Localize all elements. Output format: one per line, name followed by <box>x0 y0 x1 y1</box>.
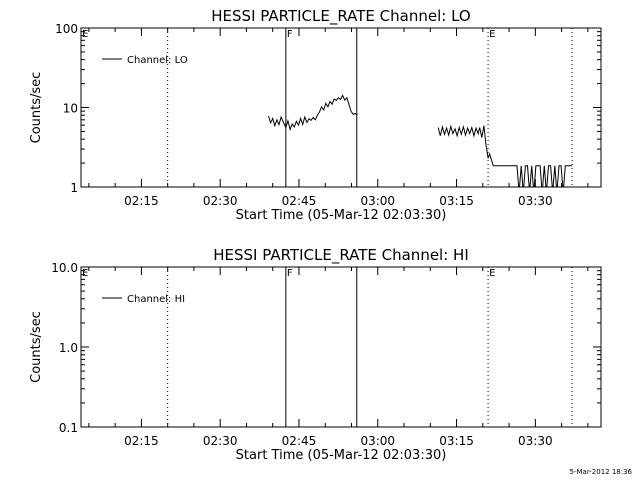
event-marker-label: F <box>287 268 293 279</box>
x-tick-label: 02:45 <box>282 434 317 448</box>
series-line <box>268 94 358 132</box>
legend-label: Channel: HI <box>127 294 185 305</box>
x-tick-label: 02:15 <box>124 434 159 448</box>
x-axis-label: Start Time (05-Mar-12 02:03:30) <box>236 448 447 463</box>
event-marker-label: F <box>287 29 293 40</box>
plot-frame <box>80 27 602 188</box>
series-line <box>437 124 573 187</box>
event-marker-label: E <box>489 268 495 279</box>
event-marker-label: E <box>82 268 88 279</box>
panel-lo: HESSI PARTICLE_RATE Channel: LO 02:15 02:3… <box>29 7 602 223</box>
y-tick-label: 1.0 <box>59 341 78 355</box>
x-tick-label: 03:00 <box>360 434 395 448</box>
y-axis-label: Counts/sec <box>29 311 44 383</box>
chart-title: HESSI PARTICLE_RATE Channel: LO <box>211 7 470 26</box>
x-tick-label: 03:30 <box>518 434 553 448</box>
x-tick-label: 03:15 <box>439 194 474 208</box>
y-tick-label: 100 <box>55 22 78 36</box>
x-tick-label: 03:30 <box>518 194 553 208</box>
event-marker-label: E <box>489 29 495 40</box>
y-tick-label: 10.0 <box>51 261 78 275</box>
event-marker-label: E <box>82 29 88 40</box>
plot-frame <box>80 266 602 428</box>
panel-hi: HESSI PARTICLE_RATE Channel: HI 02:15 02:3… <box>29 246 602 463</box>
y-tick-label: 10 <box>63 102 78 116</box>
footer-timestamp: 5-Mar-2012 18:36 <box>570 468 633 476</box>
legend-label: Channel: LO <box>127 55 188 66</box>
x-tick-label: 02:30 <box>203 434 238 448</box>
x-tick-label: 02:45 <box>282 194 317 208</box>
y-tick-label: 0.1 <box>59 421 78 435</box>
y-tick-label: 1 <box>70 181 78 195</box>
chart-title: HESSI PARTICLE_RATE Channel: HI <box>213 246 469 265</box>
x-axis-label: Start Time (05-Mar-12 02:03:30) <box>236 208 447 223</box>
y-axis-label: Counts/sec <box>29 72 44 144</box>
x-tick-label: 02:30 <box>203 194 238 208</box>
x-tick-label: 03:15 <box>439 434 474 448</box>
x-tick-label: 03:00 <box>360 194 395 208</box>
x-tick-label: 02:15 <box>124 194 159 208</box>
